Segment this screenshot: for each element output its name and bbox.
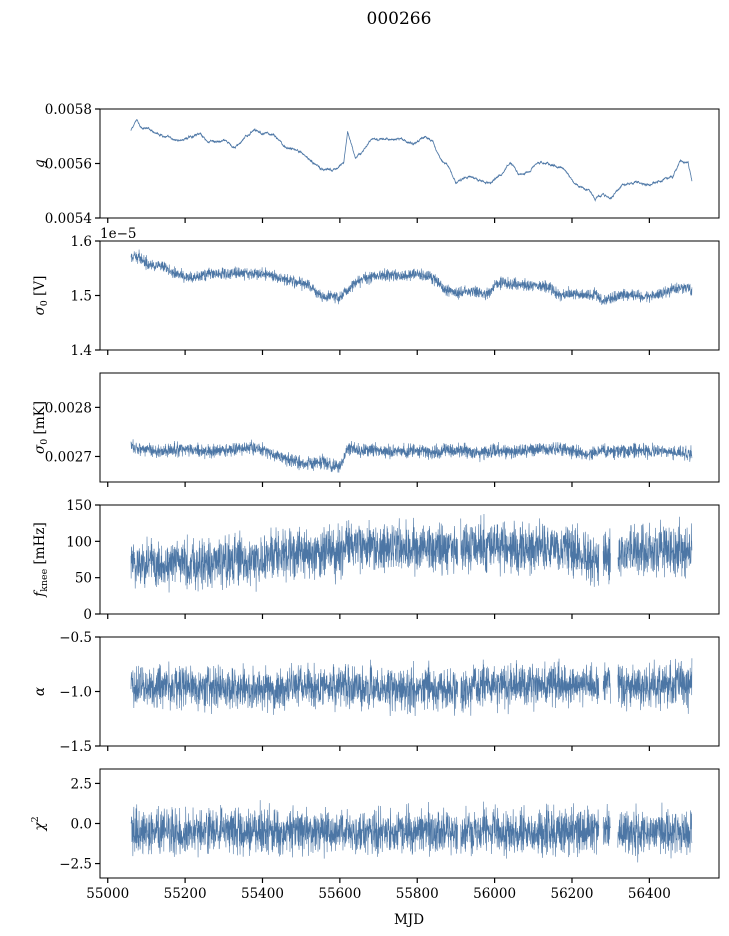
subplot-chi2: 55000 55200 55400 55600 55800 56000 56200 56400… — [30, 768, 720, 902]
x-tick-label-0: 55000 — [86, 886, 129, 902]
subplot-g: 0.0054 0.0056 0.0058 g — [32, 102, 720, 227]
series-line-chi2 — [130, 800, 693, 863]
y-tick-label-sigma0_mK-1: 0.0028 — [45, 400, 92, 416]
x-axis-label: MJD — [394, 912, 424, 928]
y-tick-label-fknee-3: 150 — [66, 498, 92, 514]
y-tick-label-chi2-0: −2.5 — [59, 857, 92, 873]
y-axis-label-sigma0_V: σ0 [V] — [32, 276, 50, 316]
series-line-alpha — [130, 658, 693, 717]
y-tick-label-sigma0_V-0: 1.4 — [71, 343, 92, 359]
y-axis-label-chi2: χ2 — [30, 816, 48, 831]
y-tick-label-fknee-1: 50 — [75, 571, 92, 587]
y-tick-label-alpha-0: −1.5 — [59, 739, 92, 755]
x-tick-label-7: 56400 — [628, 886, 671, 902]
y-tick-label-fknee-2: 100 — [66, 534, 92, 550]
series-line-fknee — [130, 514, 693, 593]
series-line-g — [130, 119, 693, 202]
y-tick-label-g-0: 0.0054 — [45, 211, 92, 227]
y-tick-label-sigma0_V-1: 1.5 — [71, 289, 92, 305]
y-tick-label-fknee-0: 0 — [83, 607, 92, 623]
series-line-sigma0_V — [130, 249, 693, 305]
y-tick-label-chi2-2: 2.5 — [71, 776, 92, 792]
x-tick-label-2: 55400 — [241, 886, 284, 902]
y-axis-label-sigma0_mK: σ0 [mK] — [32, 401, 50, 454]
subplot-alpha: −1.5 −1.0 −0.5 α — [32, 630, 720, 755]
subplot-sigma0_V: 1.4 1.5 1.6 1e−5 σ0 [V] — [32, 226, 720, 359]
y-tick-label-g-1: 0.0056 — [45, 157, 92, 173]
y-tick-label-chi2-1: 0.0 — [71, 817, 92, 833]
axes-frame-sigma0_mK — [99, 372, 720, 483]
x-tick-label-4: 55800 — [396, 886, 439, 902]
series-line-sigma0_mK — [130, 439, 693, 473]
y-tick-label-sigma0_V-2: 1.6 — [71, 234, 92, 250]
figure-title: 000266 — [367, 9, 432, 29]
y-axis-label-fknee: fknee [mHz] — [32, 522, 50, 597]
y-axis-label-g: g — [32, 159, 48, 168]
y-tick-label-alpha-1: −1.0 — [59, 685, 92, 701]
x-tick-label-5: 56000 — [473, 886, 516, 902]
y-tick-label-g-2: 0.0058 — [45, 102, 92, 118]
x-tick-label-6: 56200 — [551, 886, 594, 902]
y-tick-label-sigma0_mK-0: 0.0027 — [45, 449, 92, 465]
y-tick-label-alpha-2: −0.5 — [59, 630, 92, 646]
x-tick-label-3: 55600 — [318, 886, 361, 902]
subplot-fknee: 0 50 100 150 fknee [mHz] — [32, 498, 720, 623]
subplot-grid: 0.0054 0.0056 0.0058 g 1.4 1.5 1.6 1e−5 σ0 [V] 0.… — [30, 102, 720, 902]
x-tick-label-1: 55200 — [164, 886, 207, 902]
offset-text-sigma0_V: 1e−5 — [100, 226, 136, 242]
y-axis-label-alpha: α — [32, 687, 48, 696]
axes-frame-fknee — [99, 504, 720, 615]
